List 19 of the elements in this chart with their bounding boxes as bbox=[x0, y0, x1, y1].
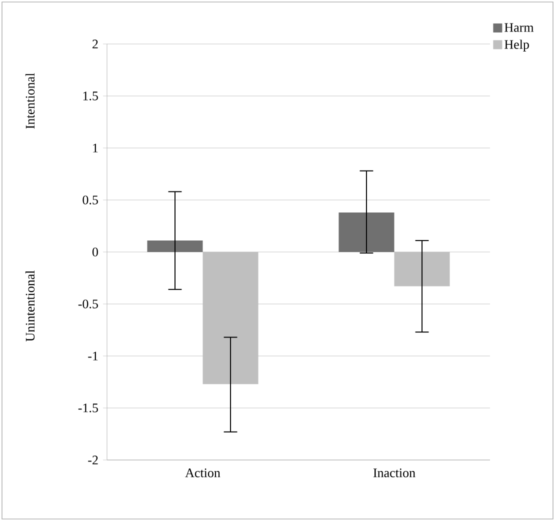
y-tick-label: 0.5 bbox=[82, 196, 98, 204]
bar bbox=[338, 212, 394, 252]
y-tick-label: -1.5 bbox=[78, 404, 98, 412]
text: Intentional bbox=[25, 73, 35, 129]
bar bbox=[394, 252, 450, 286]
y-tick-label: -1 bbox=[88, 352, 98, 360]
legend-label: Harm bbox=[504, 23, 534, 32]
bar bbox=[147, 240, 203, 252]
y-tick-label: -2 bbox=[88, 456, 98, 464]
y-tick-label: -0.5 bbox=[78, 300, 98, 308]
x-tick-label: Inaction bbox=[373, 468, 416, 478]
y-tick-label: 1 bbox=[93, 144, 98, 152]
legend-label: Help bbox=[504, 40, 529, 52]
y-tick-label: 0 bbox=[92, 248, 98, 256]
text: Unintentional bbox=[25, 270, 35, 342]
y-tick-label: 2 bbox=[92, 40, 98, 48]
bar bbox=[202, 252, 258, 384]
y-tick-label: 1.5 bbox=[83, 92, 98, 100]
x-tick-label: Action bbox=[185, 468, 220, 478]
